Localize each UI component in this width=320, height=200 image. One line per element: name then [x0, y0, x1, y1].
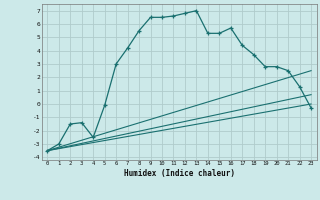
X-axis label: Humidex (Indice chaleur): Humidex (Indice chaleur) — [124, 169, 235, 178]
